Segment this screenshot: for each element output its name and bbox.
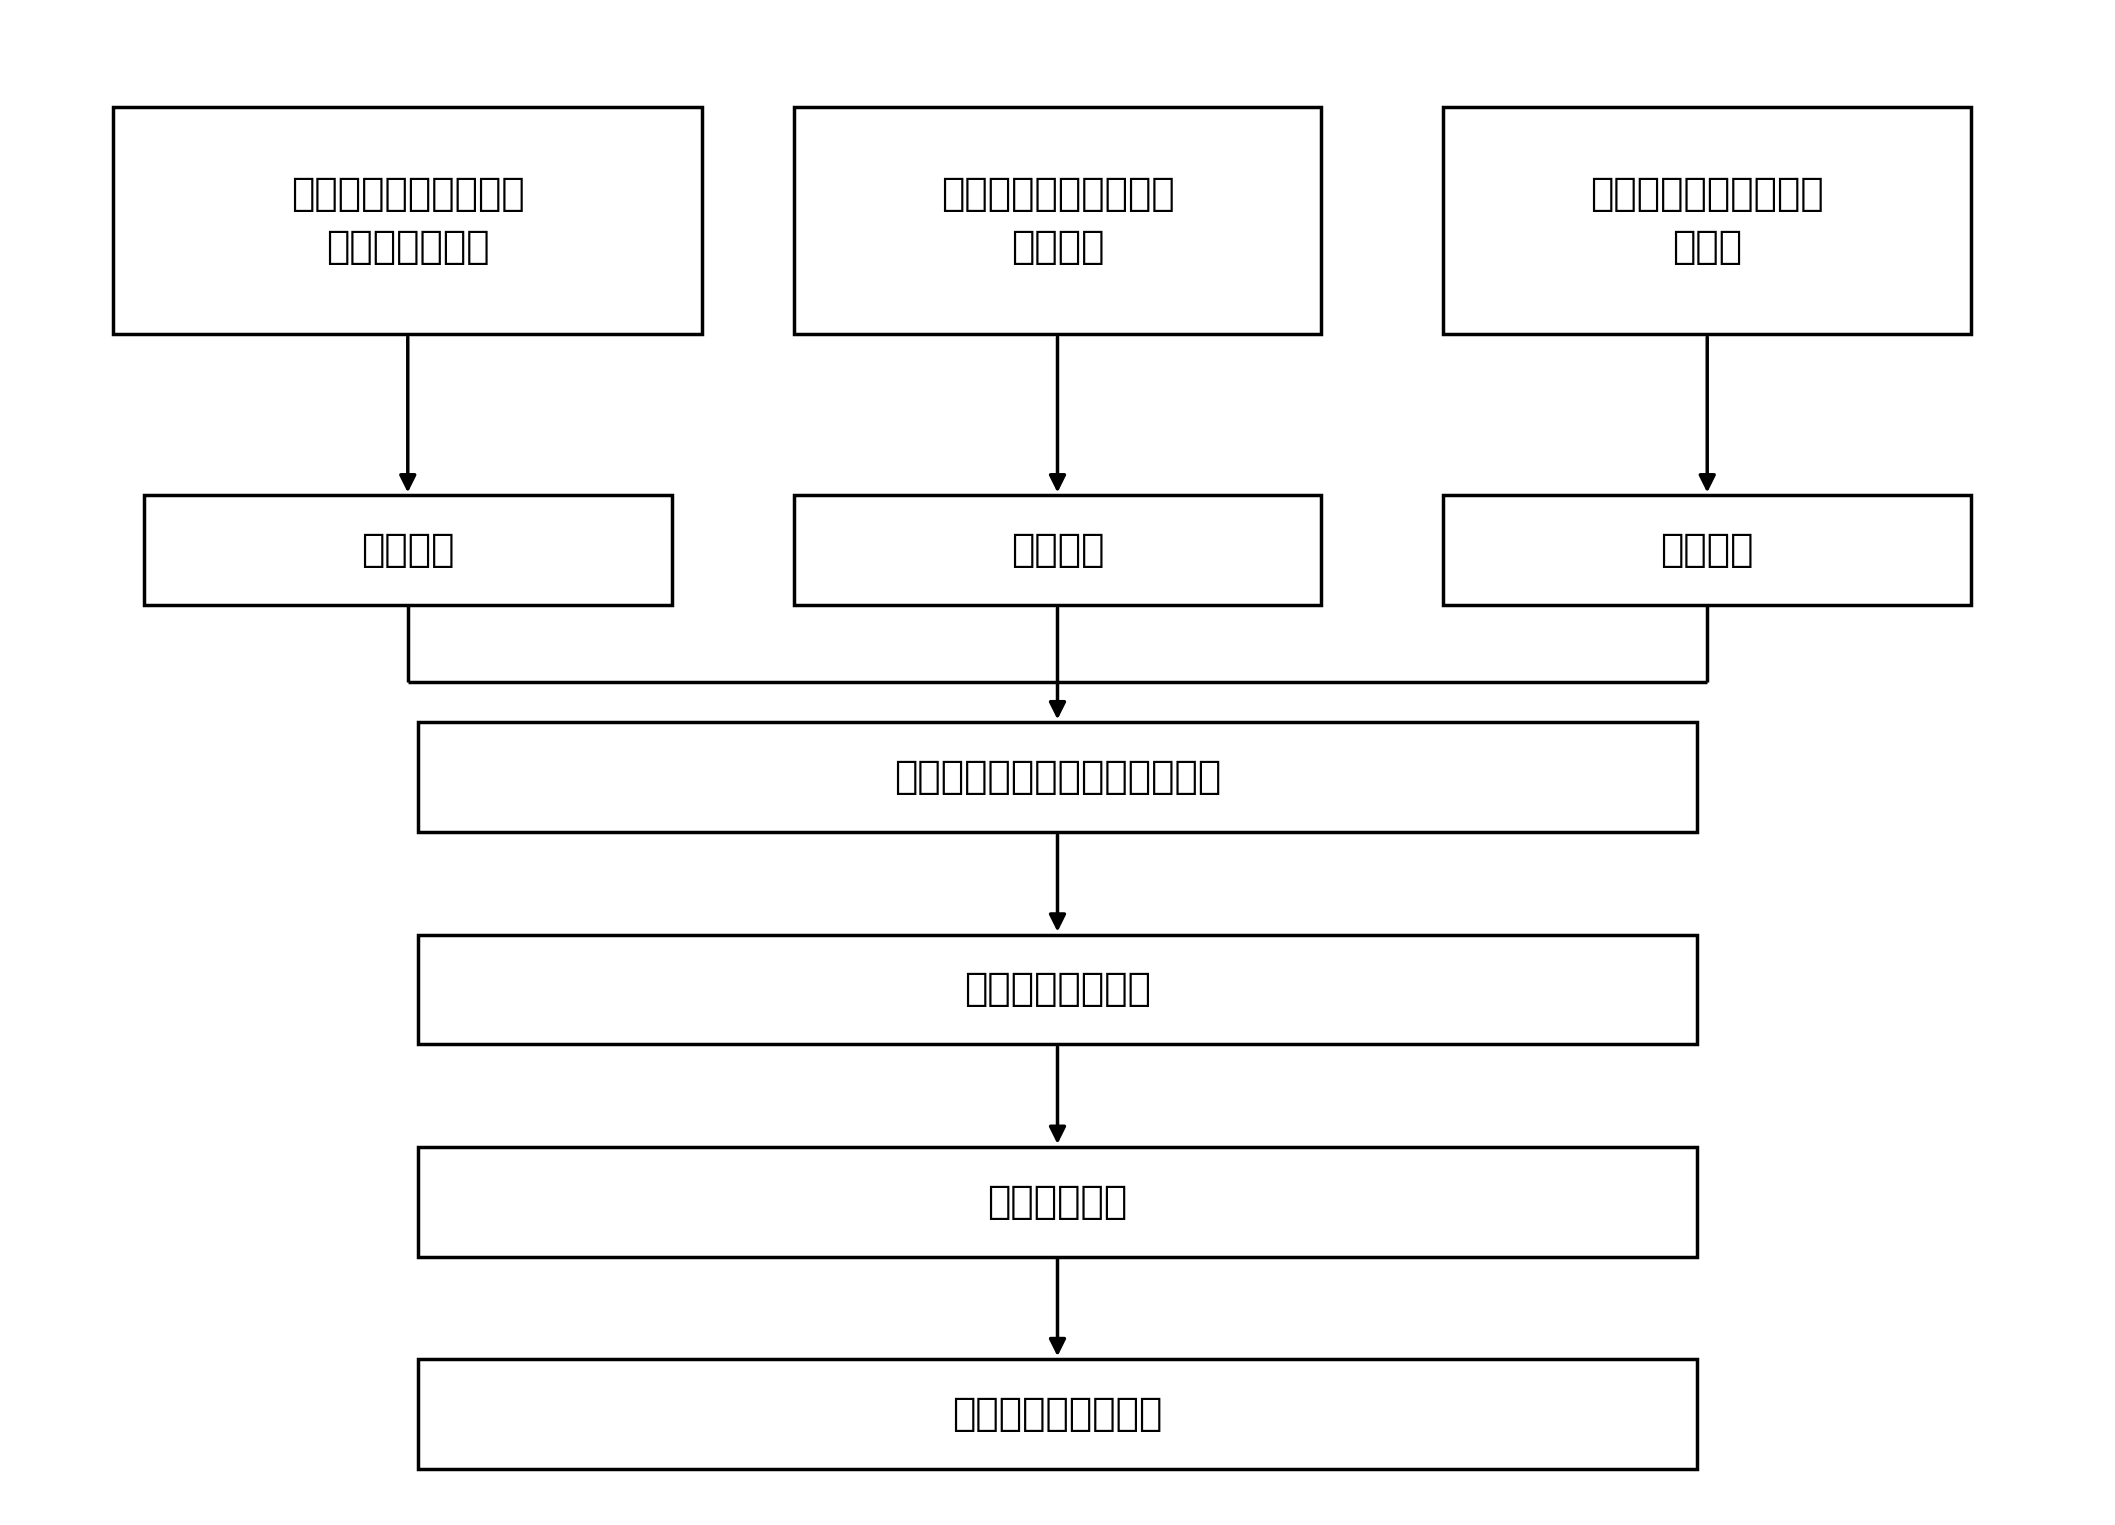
Bar xyxy=(114,107,702,334)
Text: 多源交通数据时空资源映射模型: 多源交通数据时空资源映射模型 xyxy=(895,758,1220,796)
Text: 时空校准: 时空校准 xyxy=(362,531,455,569)
Bar xyxy=(144,496,673,605)
Text: 关联分析: 关联分析 xyxy=(1011,531,1104,569)
Bar xyxy=(793,496,1322,605)
Bar xyxy=(419,723,1696,833)
Bar xyxy=(793,107,1322,334)
Bar xyxy=(419,1359,1696,1469)
Text: 数据挖掘: 数据挖掘 xyxy=(1660,531,1753,569)
Text: 多源交通数据融合: 多源交通数据融合 xyxy=(964,970,1151,1008)
Text: 交通流运行态势估计: 交通流运行态势估计 xyxy=(952,1395,1163,1433)
Text: 控制中心提取的历史交
通数据: 控制中心提取的历史交 通数据 xyxy=(1590,175,1823,267)
Bar xyxy=(1442,496,1971,605)
Text: 交通状态判别: 交通状态判别 xyxy=(988,1183,1127,1220)
Bar xyxy=(419,1147,1696,1257)
Bar xyxy=(1442,107,1971,334)
Text: 邻近交叉口传送的实时
交通数据: 邻近交叉口传送的实时 交通数据 xyxy=(941,175,1174,267)
Text: 本地交叉口附近的交通
检测器实时数据: 本地交叉口附近的交通 检测器实时数据 xyxy=(292,175,525,267)
Bar xyxy=(419,935,1696,1045)
